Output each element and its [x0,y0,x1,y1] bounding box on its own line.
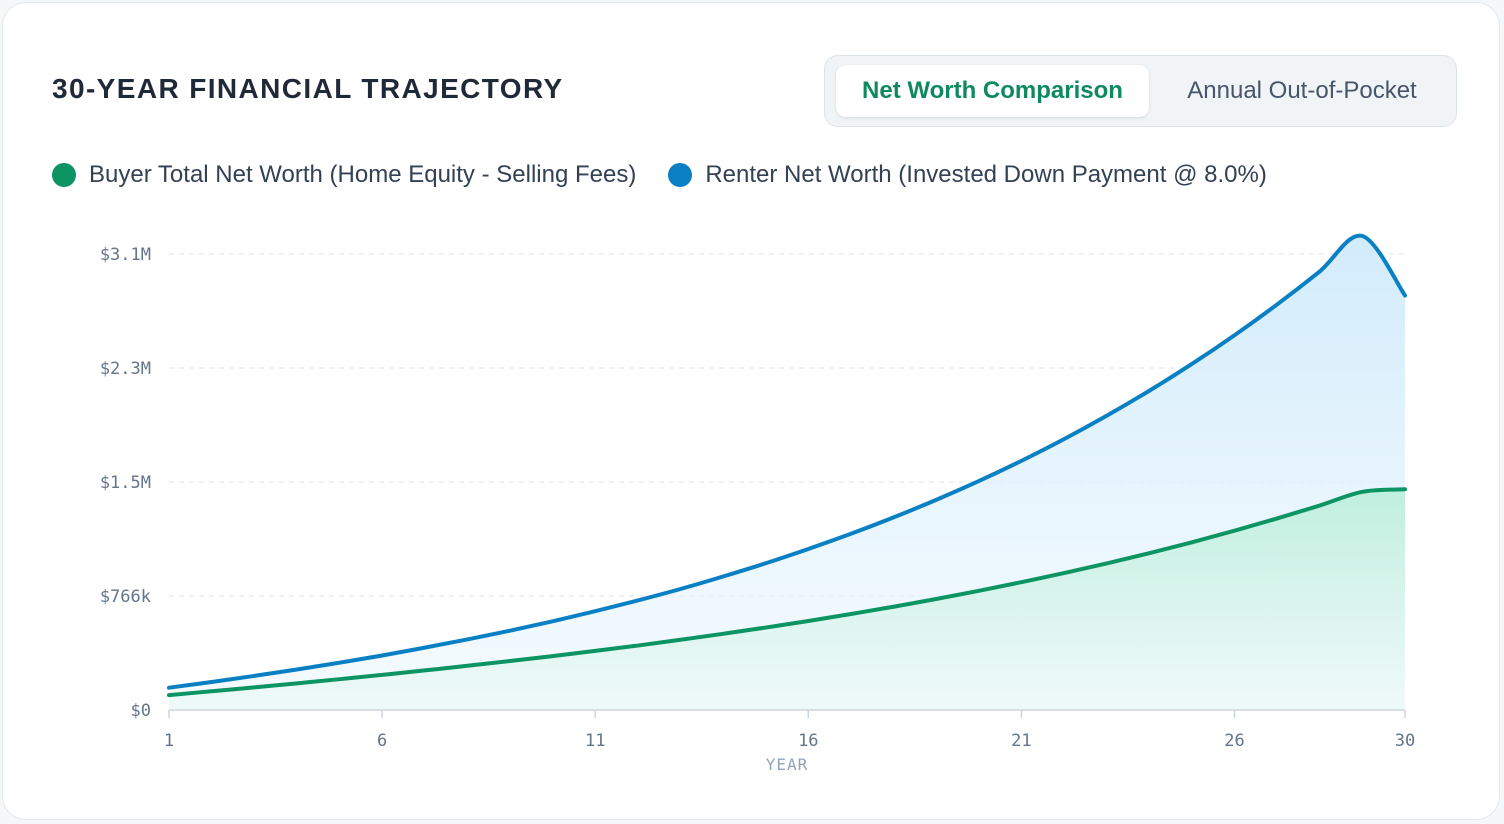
legend-swatch-renter [668,163,693,187]
y-tick-label: $0 [131,701,151,721]
renter-data-point[interactable] [461,633,473,645]
renter-data-point[interactable] [376,650,388,662]
renter-data-point[interactable] [291,664,303,676]
legend-item-renter[interactable]: Renter Net Worth (Invested Down Payment … [668,161,1267,189]
buyer-data-point[interactable] [1399,483,1411,495]
renter-data-point[interactable] [1058,433,1070,445]
y-tick-label: $1.5M [100,473,151,493]
tab-net-worth-comparison[interactable]: Net Worth Comparison [836,65,1149,117]
legend-item-buyer[interactable]: Buyer Total Net Worth (Home Equity - Sel… [52,161,636,189]
renter-data-point[interactable] [163,682,175,694]
buyer-data-point[interactable] [802,615,814,627]
renter-data-point[interactable] [930,494,942,506]
renter-data-point[interactable] [333,657,345,669]
renter-data-point[interactable] [248,670,260,682]
renter-data-point[interactable] [206,676,218,688]
renter-data-point[interactable] [802,543,814,555]
buyer-data-point[interactable] [1229,525,1241,537]
buyer-data-point[interactable] [333,673,345,685]
renter-data-point[interactable] [1356,230,1368,242]
legend-label-renter: Renter Net Worth (Invested Down Payment … [705,161,1267,188]
buyer-data-point[interactable] [760,622,772,634]
buyer-data-point[interactable] [973,585,985,597]
buyer-data-point[interactable] [845,608,857,620]
renter-data-point[interactable] [1399,290,1411,302]
buyer-data-point[interactable] [1271,512,1283,524]
x-tick-label: 1 [164,731,174,751]
buyer-line[interactable] [167,487,1407,698]
axes: $0$766k$1.5M$2.3M$3.1M1 6 11 16 21 26 30 [100,245,1415,751]
renter-data-point[interactable] [632,594,644,606]
series-lines [163,230,1411,698]
buyer-data-point[interactable] [547,650,559,662]
x-axis-title: YEAR [766,755,809,774]
x-tick-label: 16 [798,731,818,751]
x-tick-label: 11 [585,731,605,751]
renter-data-point[interactable] [1229,329,1241,341]
renter-data-point[interactable] [1186,358,1198,370]
series-areas [169,235,1405,711]
buyer-area [169,489,1405,710]
y-tick-label: $766k [100,587,151,607]
x-tick-label: 21 [1011,731,1031,751]
renter-data-point[interactable] [845,528,857,540]
renter-data-point[interactable] [547,615,559,627]
renter-data-point[interactable] [717,571,729,583]
buyer-data-point[interactable] [1356,486,1368,498]
legend-label-buyer: Buyer Total Net Worth (Home Equity - Sel… [89,161,637,188]
buyer-data-point[interactable] [888,601,900,613]
renter-data-point[interactable] [973,475,985,487]
buyer-data-point[interactable] [1058,567,1070,579]
x-tick-label: 6 [377,731,387,751]
buyer-data-point[interactable] [632,640,644,652]
renter-data-point[interactable] [1101,410,1113,422]
renter-data-point[interactable] [589,605,601,617]
renter-data-point[interactable] [674,583,686,595]
buyer-data-point[interactable] [248,681,260,693]
renter-data-point[interactable] [504,625,516,637]
renter-data-point[interactable] [888,511,900,523]
legend-swatch-buyer [52,163,76,187]
chart-title: 30-YEAR FINANCIAL TRAJECTORY [52,73,564,104]
view-toggle: Net Worth Comparison Annual Out-of-Pocke… [824,55,1457,127]
y-tick-label: $3.1M [100,245,151,265]
x-tick-label: 26 [1224,731,1244,751]
buyer-data-point[interactable] [1015,576,1027,588]
buyer-data-point[interactable] [504,655,516,667]
buyer-data-point[interactable] [1314,500,1326,512]
buyer-data-point[interactable] [419,664,431,676]
renter-data-point[interactable] [760,557,772,569]
buyer-data-point[interactable] [461,660,473,672]
buyer-data-point[interactable] [589,645,601,657]
chart-legend: Buyer Total Net Worth (Home Equity - Sel… [52,160,1299,190]
buyer-data-point[interactable] [376,669,388,681]
y-tick-label: $2.3M [100,359,151,379]
buyer-data-point[interactable] [717,628,729,640]
buyer-data-point[interactable] [930,593,942,605]
renter-data-point[interactable] [1143,385,1155,397]
buyer-data-point[interactable] [1186,536,1198,548]
buyer-data-point[interactable] [1101,557,1113,569]
buyer-data-point[interactable] [291,677,303,689]
renter-line[interactable] [167,233,1407,690]
buyer-data-point[interactable] [674,634,686,646]
renter-data-point[interactable] [1015,455,1027,467]
buyer-data-point[interactable] [1143,547,1155,559]
renter-data-point[interactable] [419,642,431,654]
x-tick-label: 30 [1395,731,1415,751]
renter-data-point[interactable] [1271,298,1283,310]
tab-annual-out-of-pocket[interactable]: Annual Out-of-Pocket [1187,77,1417,104]
renter-data-point[interactable] [1314,265,1326,277]
